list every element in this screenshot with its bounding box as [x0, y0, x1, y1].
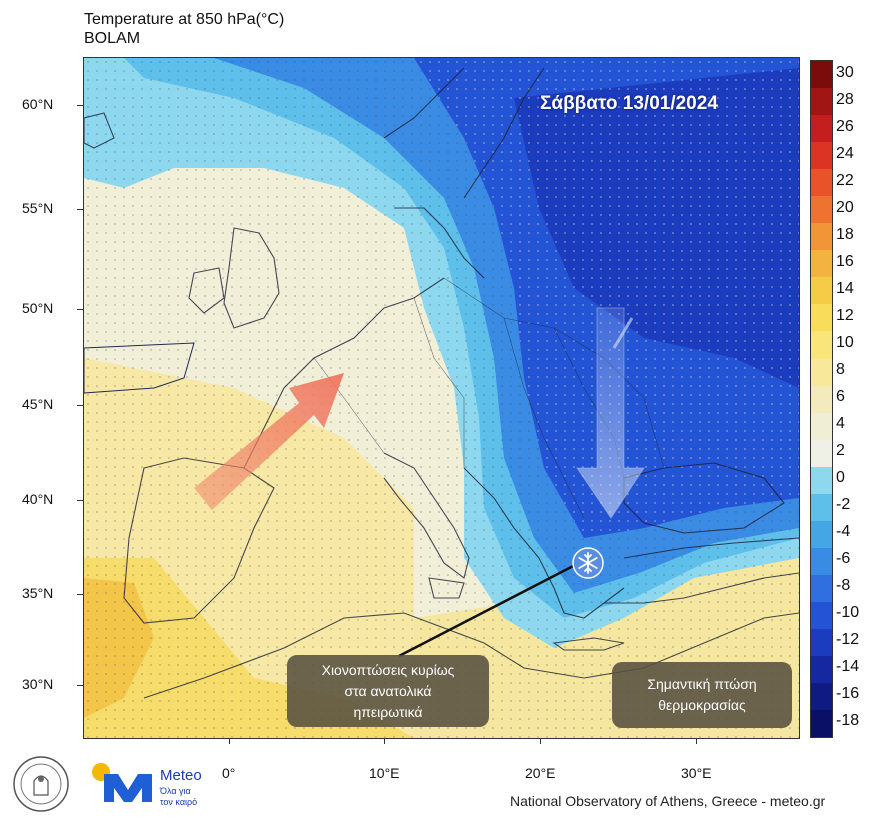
- colorbar-segment: [811, 656, 832, 684]
- colorbar-segment: [811, 385, 832, 413]
- colorbar-tick-label: -12: [836, 631, 860, 649]
- lat-label-30: 30°N: [22, 676, 54, 692]
- colorbar-segment: [811, 628, 832, 657]
- colorbar-segment: [811, 412, 832, 440]
- map-title: Temperature at 850 hPa(°C) BOLAM: [84, 10, 284, 48]
- colorbar-tick-label: 8: [836, 360, 845, 378]
- temperature-colorbar: [810, 60, 833, 738]
- lon-tick: [384, 738, 385, 744]
- lon-label-10e: 10°E: [369, 765, 400, 781]
- colorbar-segment: [811, 223, 832, 251]
- colorbar-tick-label: 16: [836, 252, 854, 270]
- colorbar-tick-label: 4: [836, 415, 845, 433]
- colorbar-segment: [811, 88, 832, 116]
- colorbar-segment: [811, 277, 832, 305]
- lat-tick: [77, 594, 83, 595]
- colorbar-tick-label: -4: [836, 523, 851, 541]
- lat-label-55: 55°N: [22, 200, 54, 216]
- colorbar-tick-label: 24: [836, 144, 854, 162]
- colorbar-tick-label: 22: [836, 171, 854, 189]
- colorbar-segment: [811, 61, 832, 89]
- arrow-south-icon: [576, 307, 645, 519]
- colorbar-tick-label: 6: [836, 388, 845, 405]
- lat-tick: [77, 209, 83, 210]
- colorbar-tick-label: -18: [836, 712, 860, 730]
- colorbar-segment: [811, 520, 832, 548]
- colorbar-tick-label: 14: [836, 279, 854, 297]
- snow-callout: Χιονοπτώσεις κυρίως στα ανατολικά ηπειρω…: [287, 655, 489, 727]
- colorbar-segment: [811, 601, 832, 629]
- colorbar-tick-label: -14: [836, 658, 860, 676]
- colorbar-segment: [811, 196, 832, 224]
- lon-tick: [540, 738, 541, 744]
- lat-label-45: 45°N: [22, 396, 54, 412]
- colorbar-tick-label: 12: [836, 306, 854, 324]
- value-grid-cold: [414, 58, 799, 538]
- colorbar-segment: [811, 710, 832, 738]
- temperature-drop-callout: Σημαντική πτώση θερμοκρασίας: [612, 662, 792, 728]
- colorbar-segment: [811, 331, 832, 359]
- colorbar-segment: [811, 574, 832, 602]
- title-model: BOLAM: [84, 30, 141, 47]
- colorbar-segment: [811, 358, 832, 386]
- callout-leader-line: [398, 561, 580, 658]
- map-canvas: [84, 58, 799, 738]
- observatory-seal-logo: [12, 755, 70, 813]
- colorbar-tick-label: 0: [836, 469, 845, 487]
- colorbar-segment: [811, 547, 832, 575]
- colorbar-tick-label: 28: [836, 90, 854, 108]
- colorbar-tick-label: 20: [836, 198, 854, 216]
- lat-tick: [77, 105, 83, 106]
- lon-tick: [229, 738, 230, 744]
- colorbar-tick-label: -10: [836, 604, 860, 622]
- lat-tick: [77, 405, 83, 406]
- colorbar-tick-label: 10: [836, 333, 854, 351]
- colorbar-tick-label: 30: [836, 63, 854, 81]
- temperature-map: [83, 57, 800, 739]
- lon-tick: [696, 738, 697, 744]
- colorbar-segment: [811, 304, 832, 332]
- meteo-brand-name: Meteo: [160, 767, 202, 784]
- bay-of-biscay-outline: [84, 342, 195, 394]
- colorbar-tick-label: -6: [836, 550, 851, 568]
- snowflake-icon: [572, 547, 604, 579]
- lon-label-0: 0°: [222, 765, 236, 781]
- colorbar-segment: [811, 250, 832, 278]
- colorbar-tick-label: -16: [836, 685, 860, 703]
- lat-tick: [77, 309, 83, 310]
- lon-label-20e: 20°E: [525, 765, 556, 781]
- colorbar-segment: [811, 683, 832, 711]
- colorbar-tick-label: 18: [836, 225, 854, 243]
- colorbar-segment: [811, 169, 832, 197]
- colorbar-tick-label: 2: [836, 442, 845, 460]
- lat-label-50: 50°N: [22, 300, 54, 316]
- colorbar-segment: [811, 439, 832, 467]
- forecast-date-label: Σάββατο 13/01/2024: [540, 93, 718, 114]
- lat-label-40: 40°N: [22, 491, 54, 507]
- footer-attribution: National Observatory of Athens, Greece -…: [510, 793, 826, 809]
- meteo-logo: [90, 758, 158, 809]
- arrow-south-icon-stroke: [612, 317, 634, 349]
- arrow-northeast-icon: [194, 373, 344, 510]
- lat-label-60: 60°N: [22, 96, 54, 112]
- title-variable: Temperature at 850 hPa(°C): [84, 11, 285, 28]
- lon-label-30e: 30°E: [681, 765, 712, 781]
- colorbar-segment: [811, 493, 832, 521]
- lat-tick: [77, 500, 83, 501]
- colorbar-tick-label: -8: [836, 577, 851, 595]
- colorbar-segment: [811, 142, 832, 170]
- colorbar-tick-label: -2: [836, 496, 851, 514]
- meteo-slogan: Όλα για τον καιρό: [160, 786, 198, 807]
- lat-label-35: 35°N: [22, 585, 54, 601]
- colorbar-segment: [811, 115, 832, 143]
- colorbar-segment: [811, 466, 832, 494]
- colorbar-tick-label: 26: [836, 117, 854, 135]
- lat-tick: [77, 685, 83, 686]
